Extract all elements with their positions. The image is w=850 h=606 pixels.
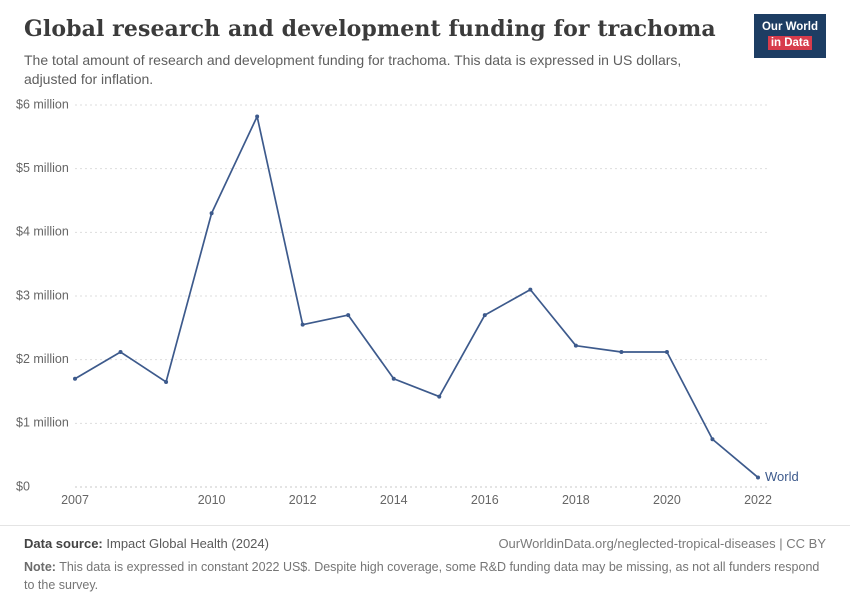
y-axis-tick-label: $2 million [16, 352, 69, 366]
chart-header: Global research and development funding … [0, 0, 850, 90]
footer-row: Data source: Impact Global Health (2024)… [24, 536, 826, 551]
title-block: Global research and development funding … [24, 14, 738, 90]
data-point [528, 287, 533, 292]
data-point [346, 312, 351, 317]
x-axis-tick-label: 2010 [198, 493, 226, 507]
data-point [437, 394, 442, 399]
x-axis-tick-label: 2012 [289, 493, 317, 507]
chart-area: $0 $1 million $2 million $3 million $4 milli… [0, 90, 850, 525]
y-axis-tick-label: $1 million [16, 415, 69, 429]
chart-footer: Data source: Impact Global Health (2024)… [0, 524, 850, 606]
data-source-label: Data source: [24, 535, 103, 551]
series-end-label: World [765, 469, 799, 484]
data-point [391, 376, 396, 381]
x-axis-tick-label: 2007 [61, 493, 89, 507]
data-point [255, 114, 260, 119]
y-axis-tick-label: $3 million [16, 288, 69, 302]
data-point [73, 376, 77, 381]
footnote: Note: This data is expressed in constant… [24, 558, 826, 594]
y-axis-tick-label: $6 million [16, 97, 69, 111]
x-axis-tick-label: 2014 [380, 493, 408, 507]
data-point [300, 322, 305, 327]
data-point [118, 349, 123, 354]
y-axis-tick-label: $5 million [16, 161, 69, 175]
x-axis-tick-label: 2018 [562, 493, 590, 507]
data-point [710, 436, 715, 441]
x-axis-tick-label: 2020 [653, 493, 681, 507]
data-source: Data source: Impact Global Health (2024) [24, 536, 269, 551]
footnote-text: This data is expressed in constant 2022 … [24, 559, 820, 592]
owid-logo-line2: in Data [762, 35, 818, 52]
data-point [573, 343, 578, 348]
page-subtitle: The total amount of research and develop… [24, 52, 682, 88]
owid-logo-line1: Our World [761, 21, 818, 33]
data-point [756, 475, 760, 480]
data-line [74, 115, 759, 478]
page-title: Global research and development funding … [24, 16, 716, 42]
footnote-label: Note: [24, 559, 56, 574]
data-point [482, 312, 487, 317]
owid-logo: Our World in Data [753, 14, 826, 59]
attribution-link[interactable]: OurWorldinData.org/neglected-tropical-di… [498, 535, 826, 551]
line-chart-canvas: $0 $1 million $2 million $3 million $4 milli… [16, 97, 799, 507]
x-axis-tick-label: 2022 [744, 493, 772, 507]
x-axis-tick-label: 2016 [471, 493, 499, 507]
y-axis-tick-label: $4 million [16, 224, 69, 238]
data-source-value: Impact Global Health (2024) [106, 535, 269, 551]
data-point [664, 349, 669, 354]
data-point [209, 210, 214, 215]
data-point [619, 349, 624, 354]
data-point [164, 379, 169, 384]
y-axis-tick-label: $0 [16, 479, 30, 493]
